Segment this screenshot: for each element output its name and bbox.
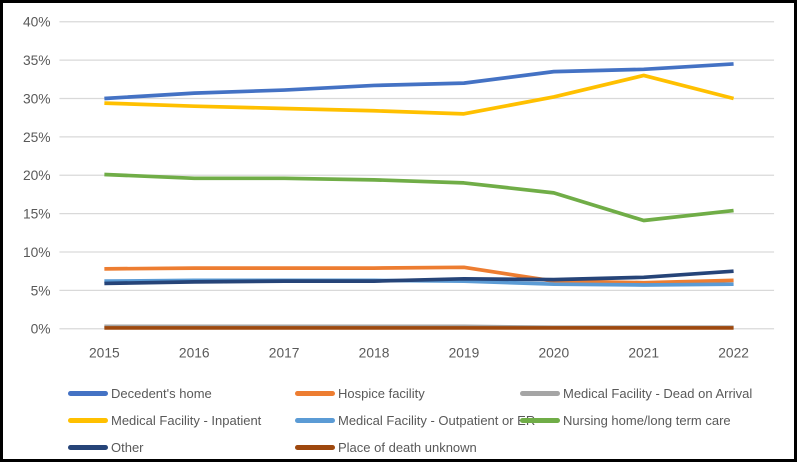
- x-axis-tick-labels: 2015 2016 2017 2018 2019 2020 2021 2022: [89, 344, 749, 360]
- series-line-hospice-facility: [104, 265, 734, 285]
- x-tick-label: 2015: [89, 344, 120, 360]
- x-tick-label: 2022: [718, 344, 749, 360]
- legend-item-medical-facility-outpatient-or-er: Medical Facility - Outpatient or ER: [295, 414, 535, 427]
- legend-line-marker: [520, 418, 560, 423]
- legend-item-other: Other: [68, 441, 295, 454]
- series-line-other: [104, 269, 734, 286]
- legend-label: Medical Facility - Outpatient or ER: [338, 413, 536, 428]
- chart-legend: Decedent's home Hospice facility Medical F…: [68, 380, 752, 459]
- x-tick-label: 2020: [538, 344, 569, 360]
- series-line-decedent-s-home: [104, 62, 734, 101]
- x-tick-label: 2018: [359, 344, 390, 360]
- legend-item-place-of-death-unknown: Place of death unknown: [295, 441, 520, 454]
- y-tick-label: 25%: [23, 129, 51, 145]
- y-tick-label: 40%: [23, 14, 51, 30]
- y-tick-label: 15%: [23, 206, 51, 222]
- x-tick-label: 2017: [269, 344, 300, 360]
- y-tick-label: 10%: [23, 244, 51, 260]
- legend-label: Medical Facility - Inpatient: [111, 413, 262, 428]
- legend-label: Nursing home/long term care: [563, 413, 731, 428]
- y-tick-label: 5%: [31, 282, 51, 298]
- legend-line-marker: [295, 418, 335, 423]
- gridlines: [59, 21, 775, 330]
- y-tick-label: 20%: [23, 167, 51, 183]
- y-tick-label: 30%: [23, 90, 51, 106]
- y-axis-tick-labels: 0% 5% 10% 15% 20% 25% 30% 35% 40%: [23, 14, 51, 337]
- series-line-nursing-home-long-term-care: [104, 172, 734, 223]
- legend-line-marker: [68, 445, 108, 450]
- legend-label: Medical Facility - Dead on Arrival: [563, 386, 753, 401]
- x-tick-label: 2019: [449, 344, 480, 360]
- legend-item-nursing-home-long-term-care: Nursing home/long term care: [520, 414, 752, 427]
- legend-label: Hospice facility: [338, 386, 425, 401]
- legend-line-marker: [520, 391, 560, 396]
- legend-item-decedent-s-home: Decedent's home: [68, 387, 295, 400]
- series-line-medical-facility-inpatient: [104, 73, 735, 116]
- legend-label: Decedent's home: [111, 386, 212, 401]
- y-tick-label: 35%: [23, 52, 51, 68]
- legend-item-hospice-facility: Hospice facility: [295, 387, 520, 400]
- x-tick-label: 2016: [179, 344, 210, 360]
- x-tick-label: 2021: [628, 344, 659, 360]
- legend-label: Place of death unknown: [338, 440, 477, 455]
- line-chart: 0%5%10%15%20%25%30%35%40%2015 2016 2017 201…: [23, 14, 775, 360]
- legend-line-marker: [295, 391, 335, 396]
- y-tick-label: 0%: [31, 321, 51, 337]
- legend-line-marker: [68, 418, 108, 423]
- series-lines: [104, 62, 735, 330]
- legend-label: Other: [111, 440, 144, 455]
- legend-item-medical-facility-dead-on-arrival: Medical Facility - Dead on Arrival: [520, 387, 752, 400]
- legend-line-marker: [295, 445, 335, 450]
- legend-line-marker: [68, 391, 108, 396]
- legend-item-medical-facility-inpatient: Medical Facility - Inpatient: [68, 414, 295, 427]
